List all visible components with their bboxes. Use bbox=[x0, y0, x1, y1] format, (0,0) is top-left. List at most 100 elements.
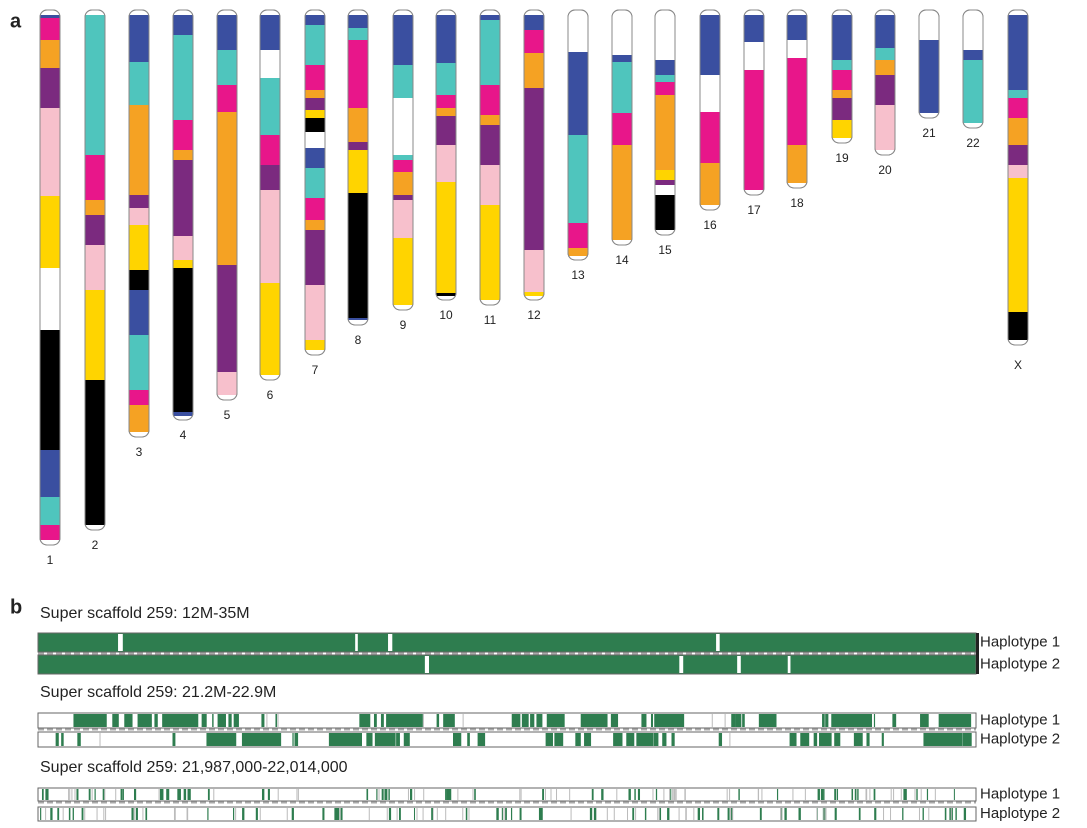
variant-stripe bbox=[729, 789, 730, 800]
chromosome-segment bbox=[655, 82, 675, 95]
variant-stripe bbox=[571, 808, 572, 820]
chromosome-segment bbox=[85, 380, 105, 525]
chromosome-segment bbox=[1008, 118, 1028, 145]
variant-stripe bbox=[923, 733, 962, 746]
track-title: Super scaffold 259: 21.2M-22.9M bbox=[40, 684, 276, 701]
variant-stripe bbox=[256, 808, 258, 820]
variant-stripe bbox=[684, 789, 685, 800]
chromosome-segment bbox=[129, 15, 149, 62]
chromosome-label: 1 bbox=[47, 553, 54, 567]
chromosome-segment bbox=[129, 208, 149, 225]
variant-stripe bbox=[547, 714, 565, 727]
variant-stripe bbox=[777, 789, 778, 800]
variant-stripe bbox=[826, 808, 827, 820]
variant-stripe bbox=[404, 733, 410, 746]
variant-stripe bbox=[134, 789, 136, 800]
variant-stripe bbox=[855, 789, 857, 800]
variant-stripe bbox=[502, 808, 503, 820]
chromosome-segment bbox=[393, 98, 413, 155]
chromosome-segment bbox=[612, 55, 632, 62]
chromosome-segment bbox=[348, 193, 368, 318]
haplotype-track bbox=[38, 655, 976, 674]
chromosome-segment bbox=[260, 165, 280, 190]
variant-stripe bbox=[447, 789, 449, 800]
chromosome-segment bbox=[305, 168, 325, 198]
variant-stripe bbox=[396, 733, 400, 746]
chromosome-label: 9 bbox=[400, 318, 407, 332]
variant-stripe bbox=[235, 808, 236, 820]
variant-stripe bbox=[520, 808, 522, 820]
chromosome-label: 8 bbox=[355, 333, 362, 347]
variant-stripe bbox=[218, 714, 226, 727]
chromosome-segment bbox=[173, 268, 193, 412]
variant-stripe bbox=[112, 714, 119, 727]
variant-stripe bbox=[679, 656, 683, 673]
chromosome-segment bbox=[40, 525, 60, 540]
variant-stripe bbox=[539, 808, 543, 820]
variant-stripe bbox=[823, 808, 824, 820]
variant-stripe bbox=[634, 789, 635, 800]
variant-stripe bbox=[592, 789, 594, 800]
chromosome-segment bbox=[305, 25, 325, 65]
chromosome-segment bbox=[1008, 98, 1028, 118]
variant-stripe bbox=[278, 789, 279, 800]
variant-stripe bbox=[584, 733, 591, 746]
chromosome-segment bbox=[787, 58, 807, 145]
variant-stripe bbox=[920, 714, 929, 727]
chromosome-segment bbox=[612, 15, 632, 55]
variant-stripe bbox=[536, 714, 542, 727]
variant-stripe bbox=[292, 733, 293, 746]
variant-stripe bbox=[670, 789, 671, 800]
variant-stripe bbox=[712, 714, 713, 727]
chromosome-segment bbox=[524, 292, 544, 296]
variant-stripe bbox=[869, 789, 870, 800]
chromosome-segment bbox=[1008, 145, 1028, 165]
variant-stripe bbox=[172, 733, 175, 746]
variant-stripe bbox=[103, 789, 105, 800]
chromosome-segment bbox=[305, 230, 325, 285]
variant-stripe bbox=[206, 733, 236, 746]
variant-stripe bbox=[780, 808, 781, 820]
chromosome-segment bbox=[963, 15, 983, 50]
variant-stripe bbox=[384, 789, 387, 800]
variant-stripe bbox=[781, 808, 782, 820]
variant-stripe bbox=[727, 789, 728, 800]
variant-stripe bbox=[784, 808, 786, 820]
variant-stripe bbox=[355, 634, 358, 651]
chromosome-segment bbox=[348, 142, 368, 150]
variant-stripe bbox=[659, 808, 660, 820]
chromosome-segment bbox=[655, 185, 675, 195]
chromosome-segment bbox=[568, 223, 588, 248]
chromosome-segment bbox=[700, 15, 720, 75]
chromosome-segment bbox=[1008, 178, 1028, 312]
chromosome-segment bbox=[305, 15, 325, 25]
chromosome-segment bbox=[217, 265, 237, 372]
variant-stripe bbox=[821, 789, 823, 800]
variant-stripe bbox=[160, 789, 164, 800]
variant-stripe bbox=[138, 714, 152, 727]
variant-stripe bbox=[892, 714, 896, 727]
chromosome-segment bbox=[655, 180, 675, 185]
variant-stripe bbox=[382, 789, 384, 800]
variant-stripe bbox=[187, 808, 188, 820]
chromosome-segment bbox=[173, 412, 193, 416]
variant-stripe bbox=[425, 656, 429, 673]
variant-stripe bbox=[671, 733, 674, 746]
variant-stripe bbox=[174, 808, 175, 820]
chromosome-segment bbox=[655, 195, 675, 230]
chromosome-segment bbox=[85, 245, 105, 290]
chromosome-segment bbox=[524, 250, 544, 292]
haplotype-label: Haplotype 2 bbox=[980, 730, 1060, 747]
variant-stripe bbox=[522, 714, 529, 727]
panel-label: a bbox=[10, 10, 22, 32]
variant-stripe bbox=[669, 789, 670, 800]
variant-stripe bbox=[154, 714, 157, 727]
variant-stripe bbox=[468, 808, 469, 820]
variant-stripe bbox=[63, 808, 64, 820]
variant-stripe bbox=[287, 808, 288, 820]
chromosome-segment bbox=[40, 68, 60, 108]
variant-stripe bbox=[837, 789, 838, 800]
variant-stripe bbox=[645, 808, 646, 820]
chromosome-segment bbox=[568, 248, 588, 256]
variant-stripe bbox=[69, 789, 70, 800]
